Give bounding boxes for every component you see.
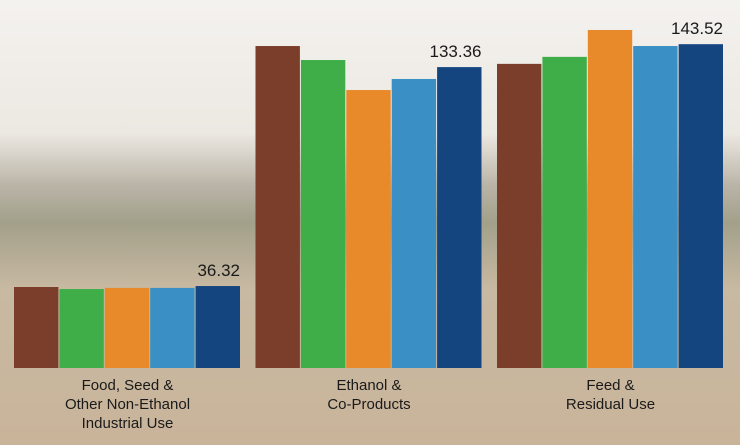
bar [104, 287, 150, 368]
bar [542, 56, 587, 368]
bar [346, 90, 391, 368]
bar [391, 78, 437, 369]
bar [587, 30, 633, 368]
bar [195, 286, 240, 368]
data-label: 133.36 [430, 42, 482, 61]
x-tick-label: Food, Seed & Other Non-Ethanol Industrial … [65, 377, 190, 432]
x-tick-label: Ethanol & Co-Products [327, 377, 410, 413]
bar [300, 60, 346, 368]
bar [14, 287, 59, 368]
bar [150, 287, 195, 368]
bar [437, 67, 482, 368]
bar [255, 46, 300, 369]
bar [678, 44, 723, 369]
bar [59, 289, 104, 368]
bar [497, 63, 542, 369]
bar [633, 46, 678, 369]
x-tick-label: Feed & Residual Use [566, 377, 655, 413]
data-label: 36.32 [197, 261, 240, 280]
data-label: 143.52 [671, 19, 723, 38]
